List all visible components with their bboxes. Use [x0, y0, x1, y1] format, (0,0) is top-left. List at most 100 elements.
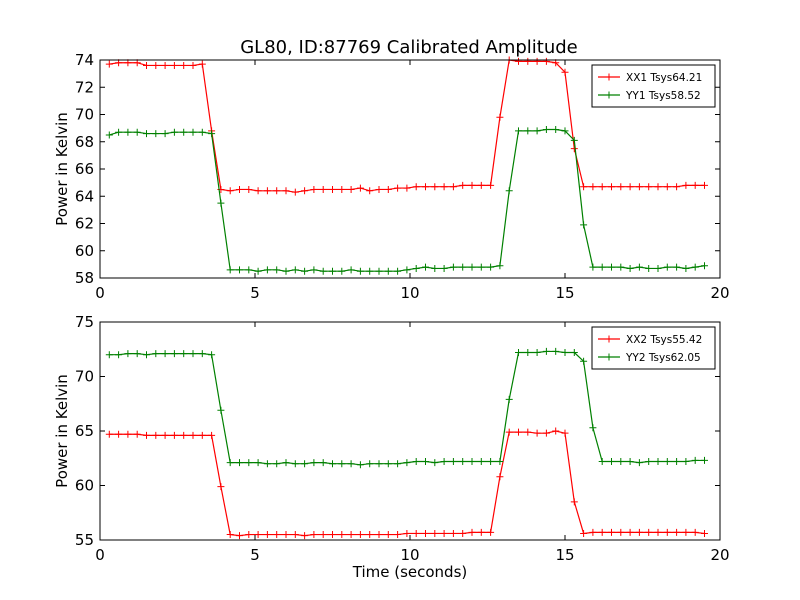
data-point-marker [589, 183, 597, 191]
data-point-marker [263, 187, 271, 195]
data-point-marker [580, 221, 588, 229]
data-point-marker [431, 264, 439, 272]
data-point-marker [542, 429, 550, 437]
x-tick-label: 20 [710, 284, 729, 302]
data-point-marker [375, 185, 383, 193]
data-point-marker [384, 531, 392, 539]
data-point-marker [403, 184, 411, 192]
data-point-marker [496, 473, 504, 481]
data-point-marker [515, 57, 522, 65]
data-point-marker [394, 267, 402, 275]
x-tick-label: 10 [400, 284, 419, 302]
data-point-marker [189, 431, 197, 439]
y-axis-label: Power in Kelvin [53, 112, 71, 226]
data-point-marker [608, 528, 615, 536]
data-point-marker [301, 460, 309, 468]
data-point-marker [273, 531, 281, 539]
data-point-marker [645, 264, 653, 272]
data-point-marker [170, 431, 178, 439]
data-point-marker [329, 185, 336, 193]
data-point-marker [115, 430, 123, 438]
data-point-marker [143, 61, 150, 69]
data-point-marker [431, 529, 439, 537]
data-point-marker [440, 529, 448, 537]
data-point-marker [356, 267, 364, 275]
data-point-marker [524, 57, 532, 65]
data-point-marker [552, 125, 560, 133]
data-point-marker [189, 128, 197, 136]
data-point-marker [617, 263, 625, 271]
data-point-marker [245, 185, 253, 193]
data-point-marker [449, 263, 457, 271]
data-point-marker [598, 458, 606, 466]
data-point-marker [254, 267, 262, 275]
data-point-marker [366, 187, 374, 195]
x-tick-label: 15 [555, 546, 574, 564]
data-point-marker [282, 267, 290, 275]
data-point-marker [496, 113, 504, 121]
x-tick-label: 5 [250, 284, 260, 302]
y-tick-label: 65 [75, 422, 94, 440]
legend: XX2 Tsys55.42 YY2 Tsys62.05 [591, 326, 716, 370]
data-point-marker [468, 181, 476, 189]
data-point-marker [412, 529, 420, 537]
data-point-marker [654, 183, 662, 191]
data-point-marker [524, 349, 532, 357]
data-point-marker [384, 460, 392, 468]
data-point-marker [384, 267, 392, 275]
data-point-marker [245, 459, 253, 467]
data-point-marker [468, 263, 476, 271]
data-point-marker [552, 347, 560, 355]
data-point-marker [515, 349, 522, 357]
data-point-marker [617, 458, 625, 466]
data-point-marker [635, 528, 643, 536]
legend-entry-label: YY1 Tsys58.52 [625, 90, 701, 102]
data-point-marker [468, 458, 476, 466]
data-point-marker [338, 531, 346, 539]
data-point-marker [161, 431, 169, 439]
data-point-marker [654, 458, 662, 466]
x-tick-label: 20 [710, 546, 729, 564]
data-point-marker [366, 267, 374, 275]
data-point-marker [347, 460, 355, 468]
data-point-marker [403, 529, 411, 537]
data-point-marker [459, 458, 467, 466]
data-point-marker [375, 460, 383, 468]
legend-marker [605, 91, 613, 99]
data-point-marker [152, 61, 160, 69]
data-point-marker [691, 528, 699, 536]
data-point-marker [170, 350, 178, 358]
y-tick-label: 55 [75, 531, 94, 549]
data-point-marker [459, 181, 467, 189]
data-point-marker [282, 531, 290, 539]
data-point-marker [291, 188, 299, 196]
data-point-marker [626, 458, 634, 466]
x-tick-label: 0 [95, 546, 105, 564]
data-point-marker [105, 60, 113, 68]
data-point-marker [673, 183, 681, 191]
y-tick-label: 66 [75, 160, 94, 178]
data-point-marker [524, 127, 532, 135]
data-point-marker [133, 430, 141, 438]
data-point-marker [366, 531, 374, 539]
data-point-marker [319, 459, 327, 467]
legend-entry-label: XX2 Tsys55.42 [626, 334, 702, 346]
data-point-marker [282, 459, 290, 467]
data-point-marker [338, 267, 346, 275]
data-point-marker [310, 531, 318, 539]
data-point-marker [487, 458, 495, 466]
data-point-marker [542, 125, 550, 133]
data-point-marker [347, 266, 355, 274]
y-tick-label: 62 [75, 215, 94, 233]
data-point-marker [263, 460, 271, 468]
data-point-marker [487, 528, 495, 536]
data-point-marker [580, 183, 588, 191]
data-point-marker [338, 185, 346, 193]
data-point-marker [422, 263, 429, 271]
legend-marker [605, 353, 613, 361]
data-point-marker [654, 528, 662, 536]
data-point-marker [208, 351, 216, 359]
data-point-marker [254, 187, 262, 195]
data-point-marker [124, 350, 132, 358]
